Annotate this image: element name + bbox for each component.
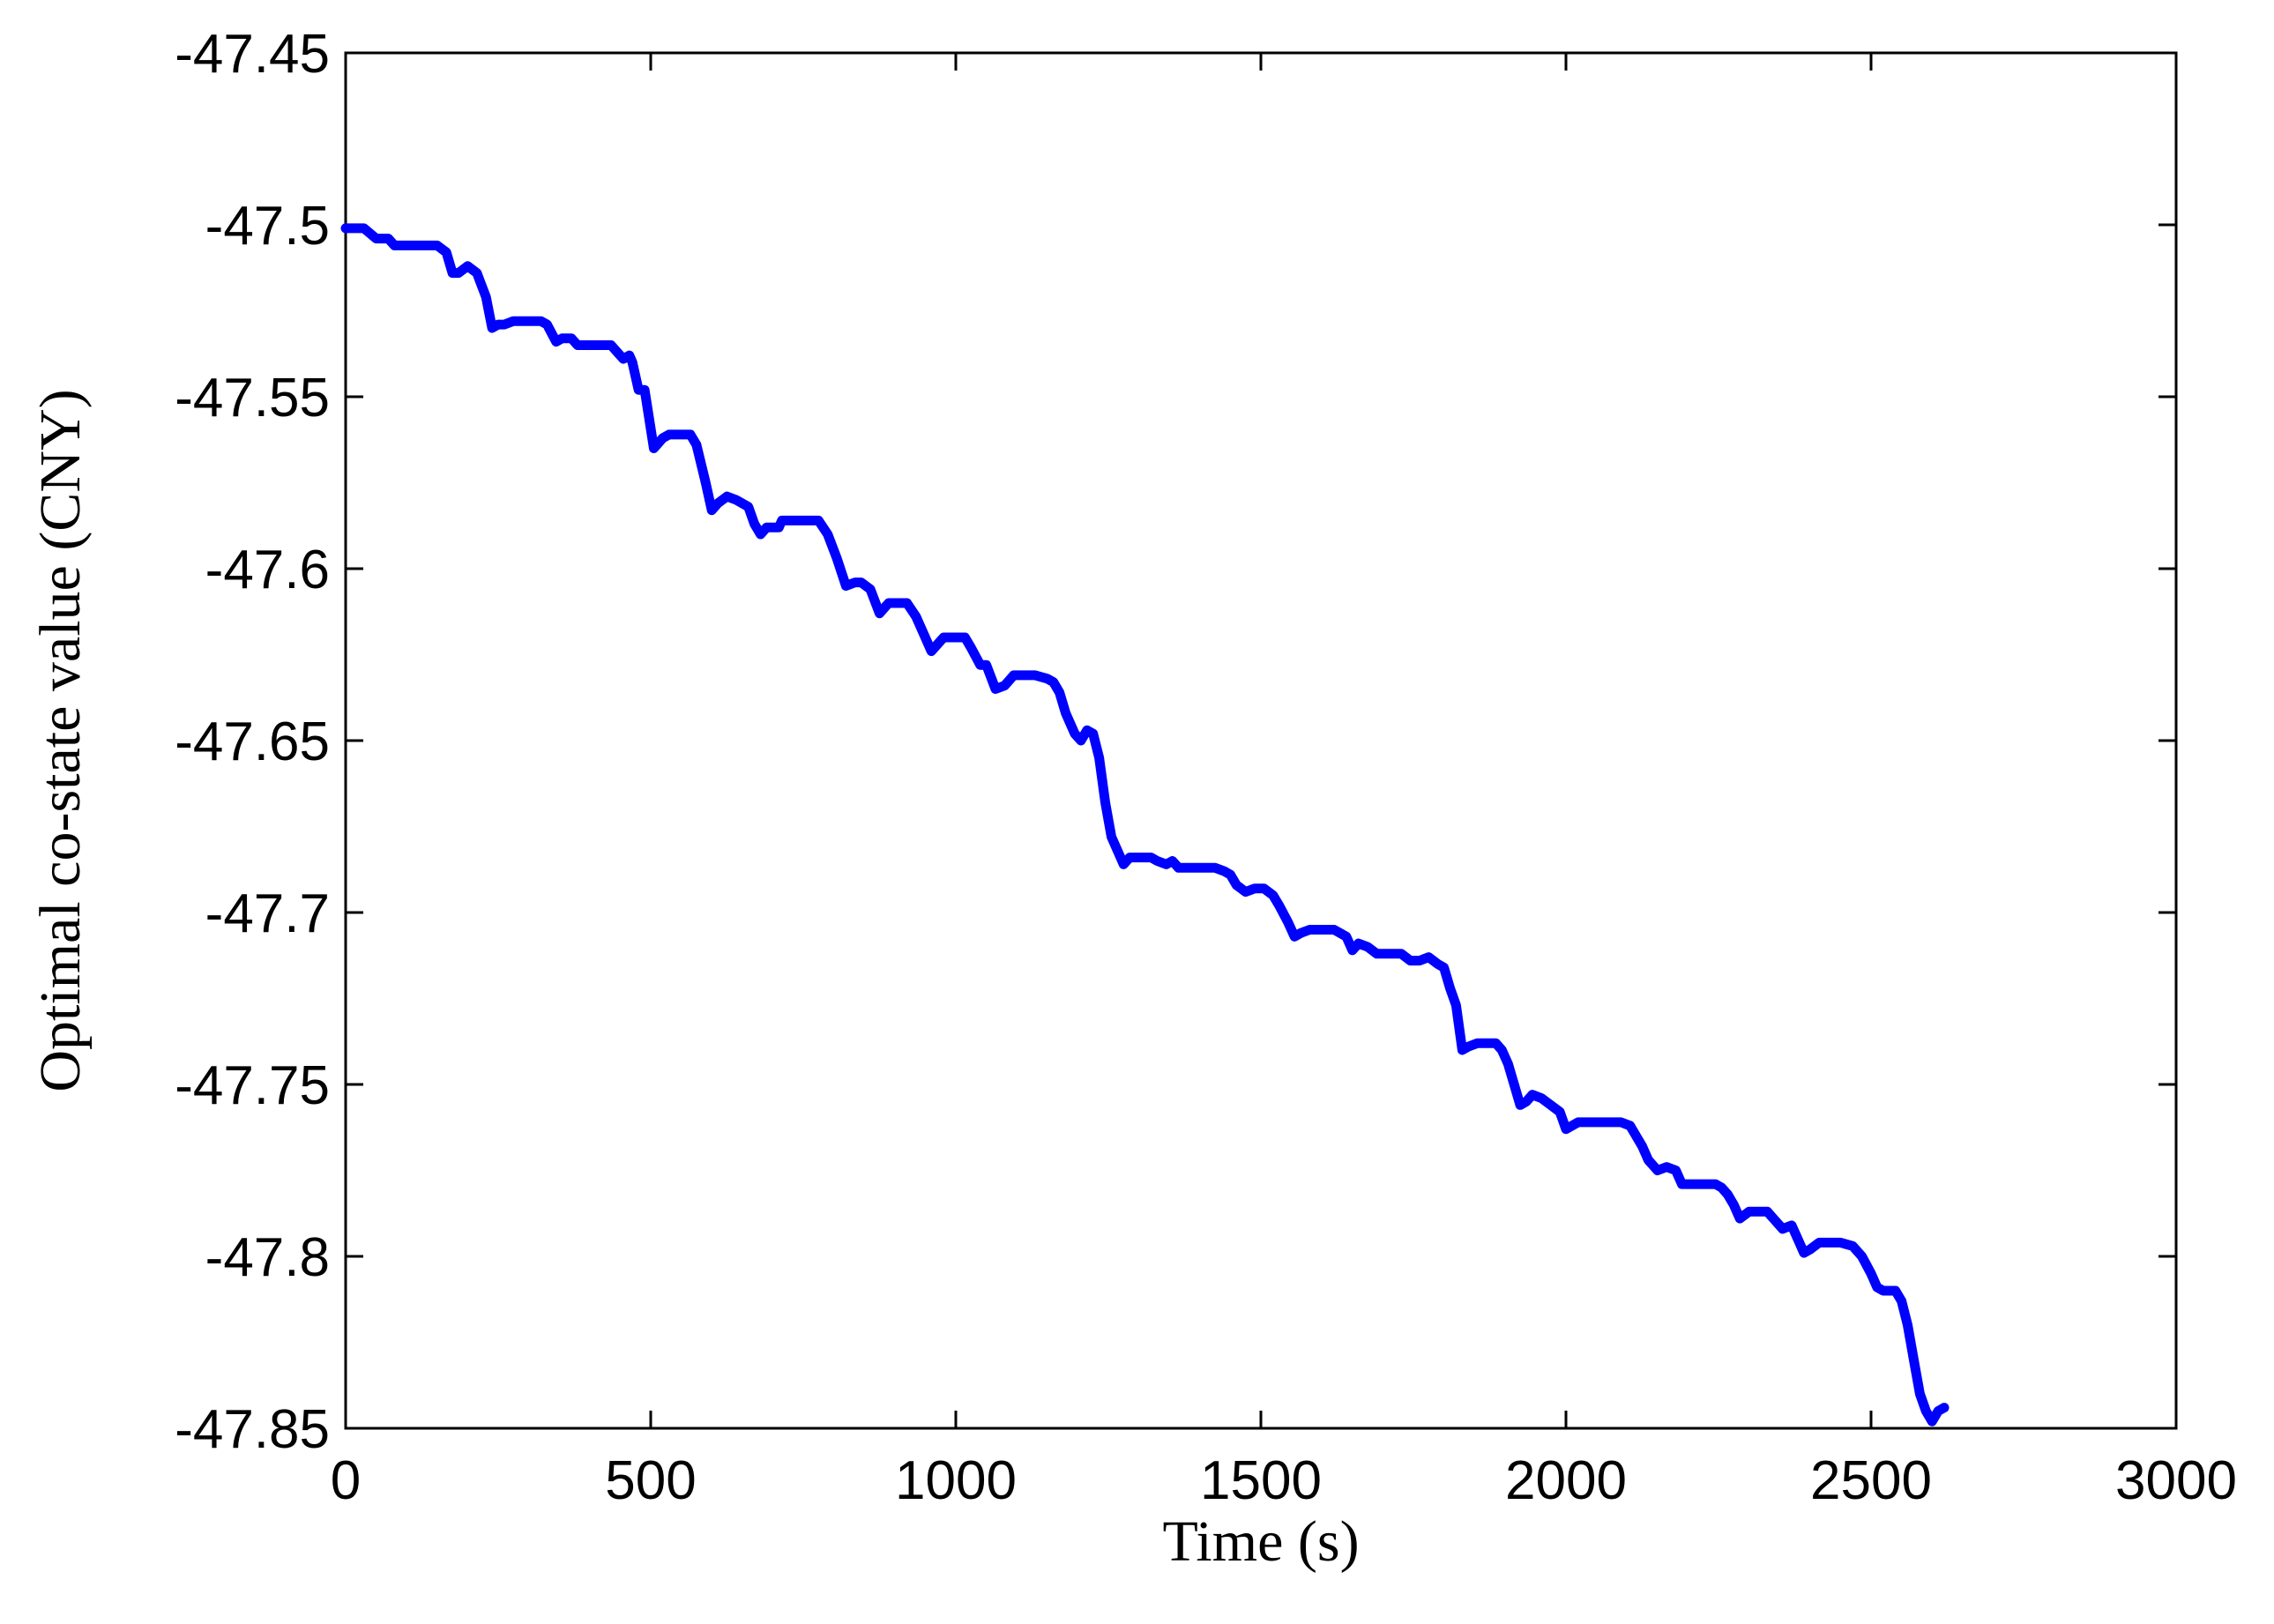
plot-area [344,51,2178,1430]
y-tick-label: -47.6 [205,540,330,600]
y-tick-label: -47.5 [205,196,330,257]
x-tick-label: 3000 [2115,1450,2237,1511]
y-axis-title: Optimal co-state value (CNY) [28,389,93,1091]
series-group [340,223,1950,1427]
x-tick-label: 2500 [1810,1450,1932,1511]
y-tick-label: -47.65 [175,711,330,772]
y-tick-label: -47.7 [205,883,330,944]
y-tick-label: -47.85 [175,1399,330,1460]
y-tick-label: -47.45 [175,24,330,85]
x-axis-title: Time (s) [1162,1509,1359,1574]
x-axis-ticks: 0 500 1000 1500 2000 2500 3000 [331,53,2237,1511]
x-tick-label: 2000 [1505,1450,1627,1511]
y-tick-label: -47.55 [175,368,330,428]
x-tick-label: 500 [605,1450,696,1511]
y-tick-label: -47.75 [175,1055,330,1116]
y-axis-ticks: -47.45 -47.5 -47.55 -47.6 -47.65 -47.7 -47.75 -… [175,24,2176,1460]
x-tick-label: 1000 [895,1450,1017,1511]
x-tick-label: 1500 [1200,1450,1322,1511]
y-tick-label: -47.8 [205,1227,330,1288]
x-tick-label: 0 [331,1450,361,1511]
series-line-1 [340,223,1950,1427]
